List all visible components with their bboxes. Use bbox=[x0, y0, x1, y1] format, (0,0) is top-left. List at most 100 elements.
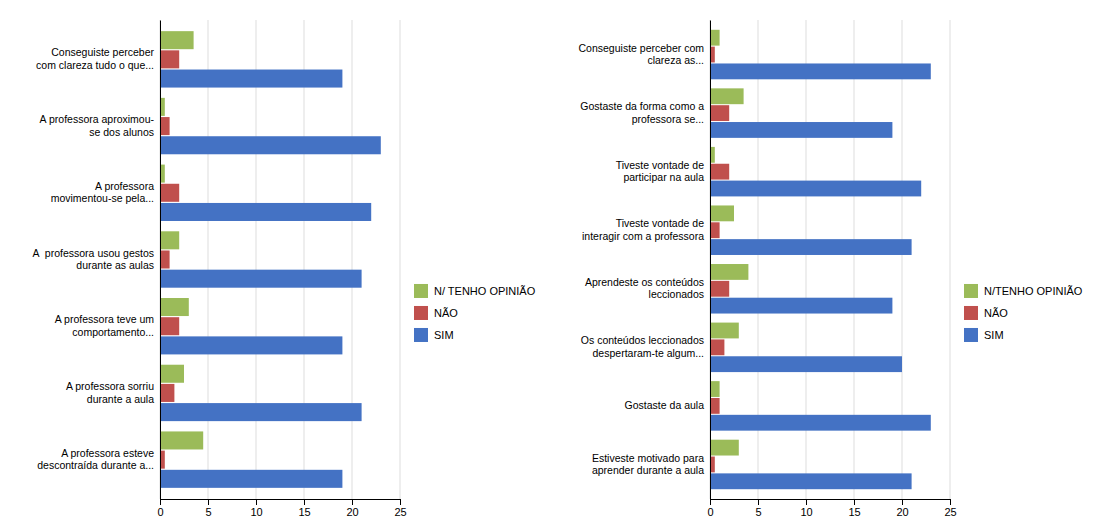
label-line: movimentou-se pela... bbox=[51, 192, 154, 204]
legend-item: NÃO bbox=[414, 306, 458, 320]
bar bbox=[160, 403, 362, 421]
category-label: Conseguiste percebercom clareza tudo o q… bbox=[36, 46, 154, 71]
bar bbox=[710, 356, 902, 372]
bar bbox=[710, 30, 720, 46]
legend-swatch bbox=[414, 328, 428, 342]
bar bbox=[710, 63, 931, 79]
y-tick: A professora estevedescontraída durante … bbox=[37, 447, 154, 472]
label-line: Conseguiste perceber com bbox=[579, 42, 705, 54]
bar bbox=[160, 317, 179, 335]
series bbox=[160, 31, 203, 449]
category-label: Tiveste vontade departicipar na aula bbox=[616, 159, 704, 184]
tick-mark bbox=[902, 499, 903, 505]
axis-line bbox=[160, 21, 161, 500]
tick-label: 25 bbox=[944, 506, 956, 518]
legend-item: SIM bbox=[964, 328, 1004, 342]
y-tick: Estiveste motivado paraaprender durante … bbox=[592, 452, 704, 477]
label-line: A professora usou gestos bbox=[33, 247, 154, 259]
y-tick: Tiveste vontade departicipar na aula bbox=[616, 159, 704, 184]
y-tick: Gostaste da forma como aprofessora se... bbox=[580, 100, 704, 125]
label-line: aprender durante a aula bbox=[592, 464, 704, 476]
x-tick: 5 bbox=[205, 499, 211, 518]
x-tick: 0 bbox=[707, 499, 713, 518]
bar bbox=[160, 431, 203, 449]
label-line: Tiveste vontade de bbox=[616, 217, 704, 229]
bar bbox=[710, 398, 720, 414]
series bbox=[710, 30, 748, 456]
legend-item: SIM bbox=[414, 328, 454, 342]
legend-label: N/TENHO OPINIÃO bbox=[984, 285, 1083, 297]
tick-mark bbox=[256, 499, 257, 505]
bar bbox=[710, 339, 724, 355]
label-line: durante a aula bbox=[87, 393, 154, 405]
legend-label: N/ TENHO OPINIÃO bbox=[434, 285, 536, 297]
category-label: Os conteúdos leccionadosdespertaram-te a… bbox=[581, 334, 704, 359]
grid-line bbox=[208, 20, 209, 499]
grid-line bbox=[950, 20, 951, 499]
bar bbox=[160, 136, 381, 154]
y-tick: Tiveste vontade deinteragir com a profes… bbox=[582, 217, 704, 242]
bar bbox=[160, 50, 179, 68]
legend-swatch bbox=[414, 284, 428, 298]
tick-mark bbox=[352, 499, 353, 505]
tick-mark bbox=[806, 499, 807, 505]
tick-mark bbox=[304, 499, 305, 505]
tick-mark bbox=[950, 499, 951, 505]
bar bbox=[160, 470, 342, 488]
bar bbox=[160, 184, 179, 202]
x-tick: 0 bbox=[157, 499, 163, 518]
bar bbox=[710, 105, 729, 121]
y-tick: Os conteúdos leccionadosdespertaram-te a… bbox=[581, 334, 704, 359]
tick-mark bbox=[710, 499, 711, 505]
label-line: A professora sorriu bbox=[66, 380, 154, 392]
bar bbox=[160, 270, 362, 288]
category-label: Aprendeste os conteúdosleccionados bbox=[585, 276, 704, 301]
category-label: Conseguiste perceber comclareza as... bbox=[579, 42, 705, 67]
y-tick: A professora sorriudurante a aula bbox=[66, 380, 154, 405]
label-line: clareza as... bbox=[647, 54, 704, 66]
label-line: A professora teve um bbox=[55, 313, 154, 325]
bar bbox=[160, 365, 184, 383]
bar bbox=[710, 122, 892, 138]
grid-line bbox=[304, 20, 305, 499]
bar bbox=[710, 440, 739, 456]
bar bbox=[710, 88, 744, 104]
category-label: A professora estevedescontraída durante … bbox=[37, 447, 154, 472]
axis-line bbox=[710, 21, 711, 500]
grid bbox=[710, 20, 950, 499]
label-line: Tiveste vontade de bbox=[616, 159, 704, 171]
label-line: descontraída durante a... bbox=[37, 459, 154, 471]
bar bbox=[710, 239, 912, 255]
grid bbox=[160, 20, 400, 499]
y-tick: Conseguiste perceber comclareza as... bbox=[579, 42, 705, 67]
axis-line bbox=[161, 500, 401, 506]
y-tick: A professora teve umcomportamento... bbox=[55, 313, 154, 338]
legend-label: SIM bbox=[434, 329, 454, 341]
bar bbox=[710, 323, 739, 339]
bar bbox=[710, 164, 729, 180]
label-line: Aprendeste os conteúdos bbox=[585, 276, 704, 288]
y-tick: Gostaste da aula bbox=[625, 399, 705, 411]
label-line: comportamento... bbox=[72, 326, 154, 338]
legend-swatch bbox=[964, 328, 978, 342]
category-label: A professora usou gestosdurante as aulas bbox=[33, 247, 154, 272]
bar bbox=[160, 117, 170, 135]
bars bbox=[160, 31, 381, 488]
grid-line bbox=[400, 20, 401, 499]
axis-line bbox=[711, 500, 951, 506]
label-line: durante as aulas bbox=[76, 259, 154, 271]
tick-label: 20 bbox=[896, 506, 908, 518]
tick-label: 10 bbox=[250, 506, 262, 518]
tick-label: 15 bbox=[298, 506, 310, 518]
chart-root: 0 5 10 15 20 25 A professora estevedescontraíd… bbox=[0, 0, 1100, 531]
tick-label: 20 bbox=[346, 506, 358, 518]
bar bbox=[160, 384, 174, 402]
label-line: com clareza tudo o que... bbox=[36, 59, 154, 71]
x-tick: 20 bbox=[346, 499, 358, 518]
bar bbox=[710, 264, 748, 280]
tick-label: 25 bbox=[394, 506, 406, 518]
bar bbox=[160, 31, 194, 49]
x-axis: 0 5 10 15 20 25 bbox=[157, 499, 406, 518]
tick-label: 5 bbox=[755, 506, 761, 518]
legend-label: NÃO bbox=[984, 307, 1008, 319]
